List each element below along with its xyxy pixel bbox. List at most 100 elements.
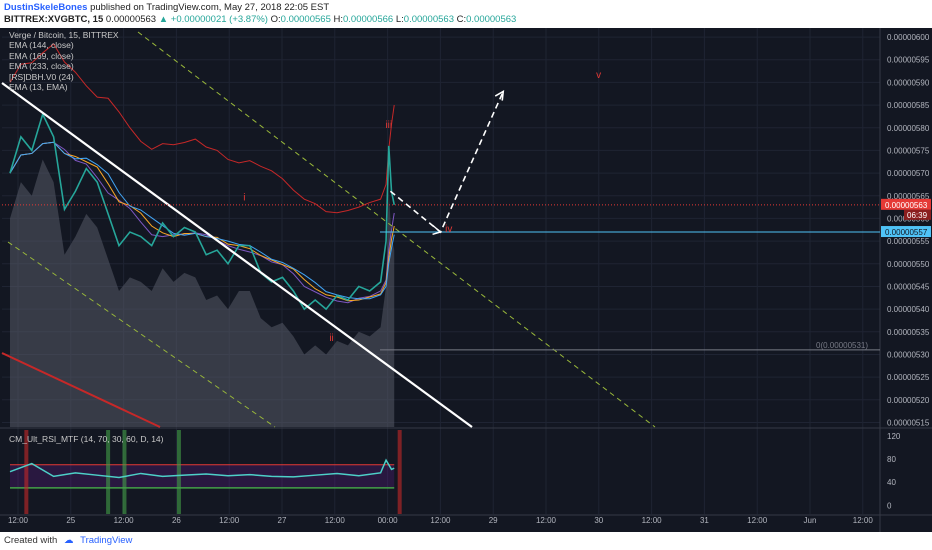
current-price-tag: [881, 198, 931, 210]
tradingview-brand[interactable]: TradingView: [80, 535, 133, 546]
publish-line: DustinSkeleBones published on TradingVie…: [4, 2, 329, 13]
tradingview-cloud-icon: ☁: [63, 535, 74, 546]
channel-line-lower: [7, 241, 276, 428]
rsi-signal-bar: [24, 430, 29, 514]
level-tag-label: 0.00000557: [885, 228, 928, 237]
y-tick-label: 0.00000555: [887, 237, 930, 246]
ohlc-line: BITTREX:XVGBTC, 15 0.00000563 ▲ +0.00000…: [4, 14, 516, 25]
x-tick-label: 12:00: [430, 516, 451, 525]
y-tick-label: 0.00000565: [887, 192, 930, 201]
legend-item[interactable]: EMA (144, close): [9, 40, 74, 51]
projection-path: [389, 91, 504, 234]
publish-header: DustinSkeleBones published on TradingVie…: [0, 0, 932, 28]
symbol-label: BITTREX:XVGBTC, 15: [4, 14, 104, 25]
countdown-tag: [904, 209, 931, 220]
current-price-tag-label: 0.00000563: [885, 201, 928, 210]
x-tick-label: 12:00: [219, 516, 240, 525]
rsi-signal-bar: [397, 430, 402, 514]
countdown-tag-label: 06:39: [907, 211, 928, 220]
rsi-band: [10, 464, 395, 488]
rsi-signal-bar: [122, 430, 127, 514]
x-tick-label: 25: [66, 516, 75, 525]
legend-item[interactable]: EMA (13, EMA): [9, 82, 68, 93]
ema-line: [9, 43, 395, 214]
x-tick-label: 00:00: [378, 516, 399, 525]
legend-item[interactable]: [RS]DBH.V0 (24): [9, 71, 74, 82]
y-tick-label: 0.00000590: [887, 78, 930, 87]
low-label: L:: [395, 14, 404, 25]
x-tick-label: 12:00: [853, 516, 874, 525]
x-tick-label: 26: [172, 516, 181, 525]
x-tick-label: 12:00: [114, 516, 135, 525]
y-tick-label: 0.00000580: [887, 124, 930, 133]
ema-line: [9, 141, 395, 300]
level-tag: [881, 226, 931, 238]
y-tick-label: 0.00000525: [887, 373, 930, 382]
red-trend-line: [1, 352, 161, 428]
y-tick-label: 0.00000570: [887, 169, 930, 178]
y-tick-label: 0.00000530: [887, 350, 930, 359]
y-tick-label: 0.00000600: [887, 33, 930, 42]
y-tick-label: 0.00000575: [887, 146, 930, 155]
x-tick-label: 27: [278, 516, 287, 525]
rsi-y-tick-label: 40: [887, 478, 896, 487]
x-tick-label: 12:00: [747, 516, 768, 525]
y-tick-label: 0.00000595: [887, 56, 930, 65]
author-link[interactable]: DustinSkeleBones: [4, 2, 88, 13]
last-price: 0.00000563: [105, 14, 157, 25]
histogram-area: [10, 159, 395, 427]
open-label: O:: [270, 14, 281, 25]
x-tick-label: Jun: [804, 516, 817, 525]
projection-arrowhead: [432, 224, 443, 235]
x-tick-label: 12:00: [642, 516, 663, 525]
wave-label: iv: [445, 224, 452, 235]
x-tick-label: 30: [594, 516, 603, 525]
fib-label: 0(0.00000531): [816, 341, 868, 350]
rsi-y-tick-label: 120: [887, 432, 901, 441]
rsi-signal-bar: [106, 430, 111, 514]
downtrend-line: [1, 82, 473, 428]
chart-area[interactable]: 0.00000600 0.00000595 0.00000590 0.00000585…: [0, 28, 932, 532]
rsi-line: [9, 458, 395, 479]
channel-line-upper: [137, 31, 656, 428]
x-tick-label: 31: [700, 516, 709, 525]
legend-item[interactable]: EMA (233, close): [9, 61, 74, 72]
published-text: published on TradingView.com, May 27, 20…: [90, 2, 330, 13]
y-tick-label: 0.00000550: [887, 260, 930, 269]
close-value: 0.00000563: [466, 14, 517, 25]
price-line: [9, 111, 396, 311]
x-tick-label: 29: [489, 516, 498, 525]
wave-label: ii: [329, 333, 333, 344]
x-tick-label: 12:00: [8, 516, 29, 525]
high-value: 0.00000566: [343, 14, 394, 25]
open-value: 0.00000565: [280, 14, 331, 25]
y-tick-label: 0.00000535: [887, 328, 930, 337]
indicator-legend: Verge / Bitcoin, 15, BITTREX EMA (144, c…: [9, 30, 119, 92]
y-tick-label: 0.00000520: [887, 396, 930, 405]
x-tick-label: 12:00: [325, 516, 346, 525]
low-value: 0.00000563: [403, 14, 454, 25]
price-change: +0.00000021 (+3.87%): [170, 14, 268, 25]
wave-label: iii: [385, 120, 392, 131]
y-tick-label: 0.00000545: [887, 282, 930, 291]
chart-svg[interactable]: 0.00000600 0.00000595 0.00000590 0.00000585…: [0, 28, 932, 532]
footer: Created with ☁ TradingView: [0, 532, 932, 550]
close-label: C:: [456, 14, 467, 25]
high-label: H:: [333, 14, 344, 25]
rsi-y-tick-label: 0: [887, 501, 892, 510]
rsi-legend[interactable]: CM_Ult_RSI_MTF (14, 70, 30, 60, D, 14): [9, 434, 164, 444]
legend-item[interactable]: EMA (169, close): [9, 50, 74, 61]
rsi-y-tick-label: 80: [887, 455, 896, 464]
created-text: Created with: [4, 535, 58, 546]
wave-label: v: [596, 70, 601, 81]
y-tick-label: 0.00000585: [887, 101, 930, 110]
x-tick-label: 12:00: [536, 516, 557, 525]
y-tick-label: 0.00000515: [887, 418, 930, 427]
created-with: Created with ☁ TradingView: [4, 535, 132, 546]
wave-label: i: [243, 192, 245, 203]
rsi-signal-bar: [176, 430, 181, 514]
projection-arrowhead: [494, 90, 505, 101]
legend-title: Verge / Bitcoin, 15, BITTREX: [9, 30, 119, 40]
y-tick-label: 0.00000540: [887, 305, 930, 314]
up-arrow-icon: ▲: [158, 14, 169, 25]
